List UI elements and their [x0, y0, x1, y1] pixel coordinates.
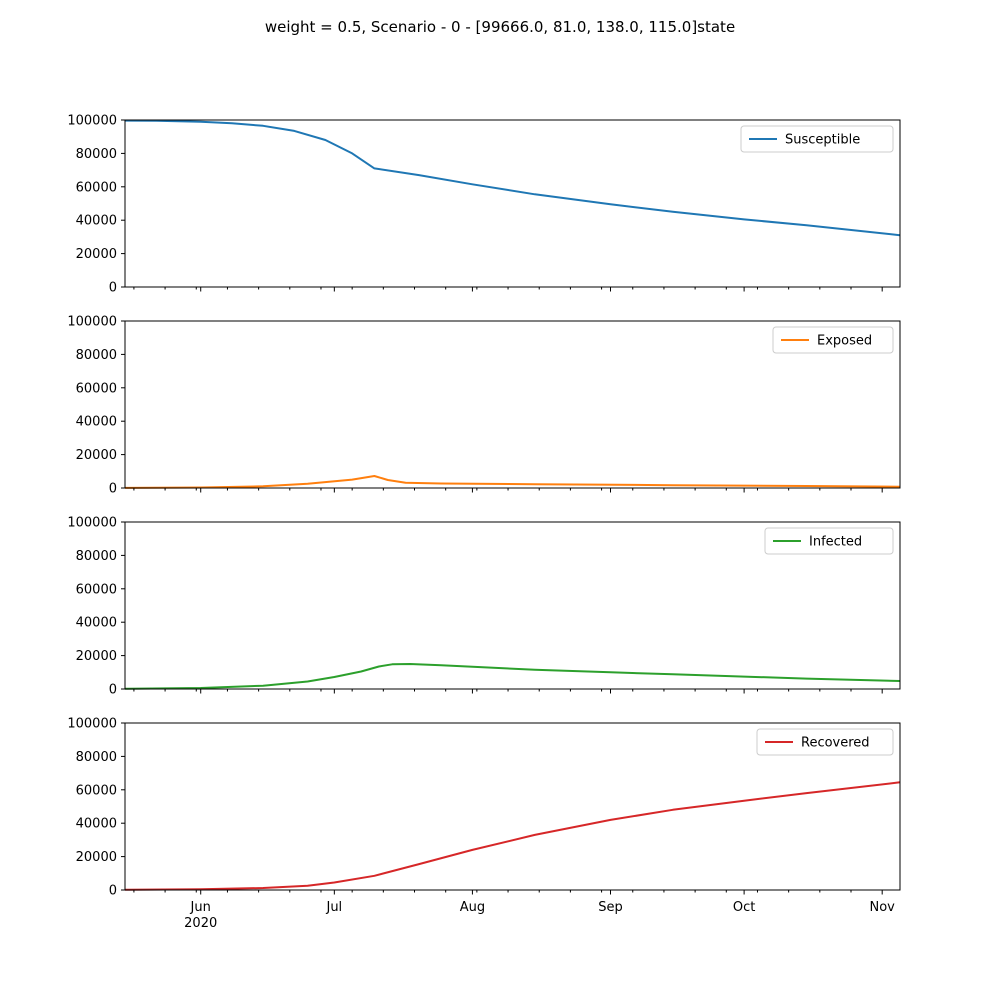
- y-tick-label: 20000: [76, 649, 117, 664]
- y-tick-label: 20000: [76, 850, 117, 865]
- subplot-susceptible: 0 20000 40000 60000 80000 100000 Susceptible: [67, 114, 901, 296]
- y-tick-label: 0: [109, 482, 117, 497]
- y-tick-label: 80000: [76, 147, 117, 162]
- x-tick-label: Nov: [869, 900, 895, 915]
- y-tick-label: 60000: [76, 381, 117, 396]
- y-tick-label: 60000: [76, 180, 117, 195]
- x-tick-label: Oct: [733, 900, 755, 915]
- subplot-exposed: 0 20000 40000 60000 80000 100000 Exposed: [67, 315, 901, 497]
- legend-label: Exposed: [817, 334, 872, 349]
- y-tick-label: 60000: [76, 783, 117, 798]
- series-line-exposed: [124, 475, 901, 489]
- legend-label: Susceptible: [785, 133, 860, 148]
- x-tick-label: Jul: [325, 900, 342, 915]
- y-tick-label: 40000: [76, 616, 117, 631]
- y-tick-label: 0: [109, 884, 117, 899]
- axes-frame: [124, 521, 901, 690]
- subplot-infected: 0 20000 40000 60000 80000 100000 Infected: [67, 516, 901, 698]
- series-line-infected: [124, 663, 901, 690]
- series-line-susceptible: [124, 119, 901, 237]
- x-tick-label: Aug: [460, 900, 485, 915]
- series-line-recovered: [124, 781, 901, 891]
- subplots: 0 20000 40000 60000 80000 100000 Susceptible 0 2…: [67, 114, 901, 931]
- y-tick-label: 40000: [76, 817, 117, 832]
- y-tick-label: 100000: [67, 717, 117, 732]
- y-tick-label: 80000: [76, 750, 117, 765]
- y-tick-label: 100000: [67, 315, 117, 330]
- axes-frame: [124, 119, 901, 288]
- legend-label: Recovered: [801, 736, 870, 751]
- legend-box: [756, 728, 894, 756]
- x-tick-sublabel: 2020: [184, 916, 217, 931]
- y-tick-label: 20000: [76, 247, 117, 262]
- legend-exposed: Exposed: [772, 326, 894, 354]
- y-tick-label: 40000: [76, 214, 117, 229]
- x-tick-label: Jun: [190, 900, 211, 915]
- legend-susceptible: Susceptible: [740, 125, 894, 153]
- legend-infected: Infected: [764, 527, 894, 555]
- axes-frame: [124, 722, 901, 891]
- legend-box: [740, 125, 894, 153]
- legend-label: Infected: [809, 535, 862, 550]
- legend-box: [772, 326, 894, 354]
- y-tick-label: 40000: [76, 415, 117, 430]
- y-tick-label: 0: [109, 683, 117, 698]
- figure-title: weight = 0.5, Scenario - 0 - [99666.0, 8…: [265, 18, 735, 36]
- y-tick-label: 20000: [76, 448, 117, 463]
- y-tick-label: 100000: [67, 516, 117, 531]
- y-tick-label: 100000: [67, 114, 117, 129]
- x-tick-label: Sep: [598, 900, 623, 915]
- y-tick-label: 0: [109, 281, 117, 296]
- legend-box: [764, 527, 894, 555]
- y-tick-label: 80000: [76, 549, 117, 564]
- y-tick-label: 80000: [76, 348, 117, 363]
- legend-recovered: Recovered: [756, 728, 894, 756]
- axes-frame: [124, 320, 901, 489]
- y-tick-label: 60000: [76, 582, 117, 597]
